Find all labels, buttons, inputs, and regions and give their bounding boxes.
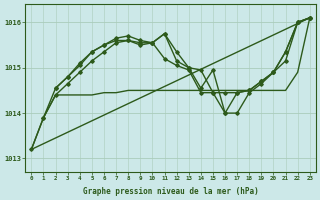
X-axis label: Graphe pression niveau de la mer (hPa): Graphe pression niveau de la mer (hPa)	[83, 187, 259, 196]
